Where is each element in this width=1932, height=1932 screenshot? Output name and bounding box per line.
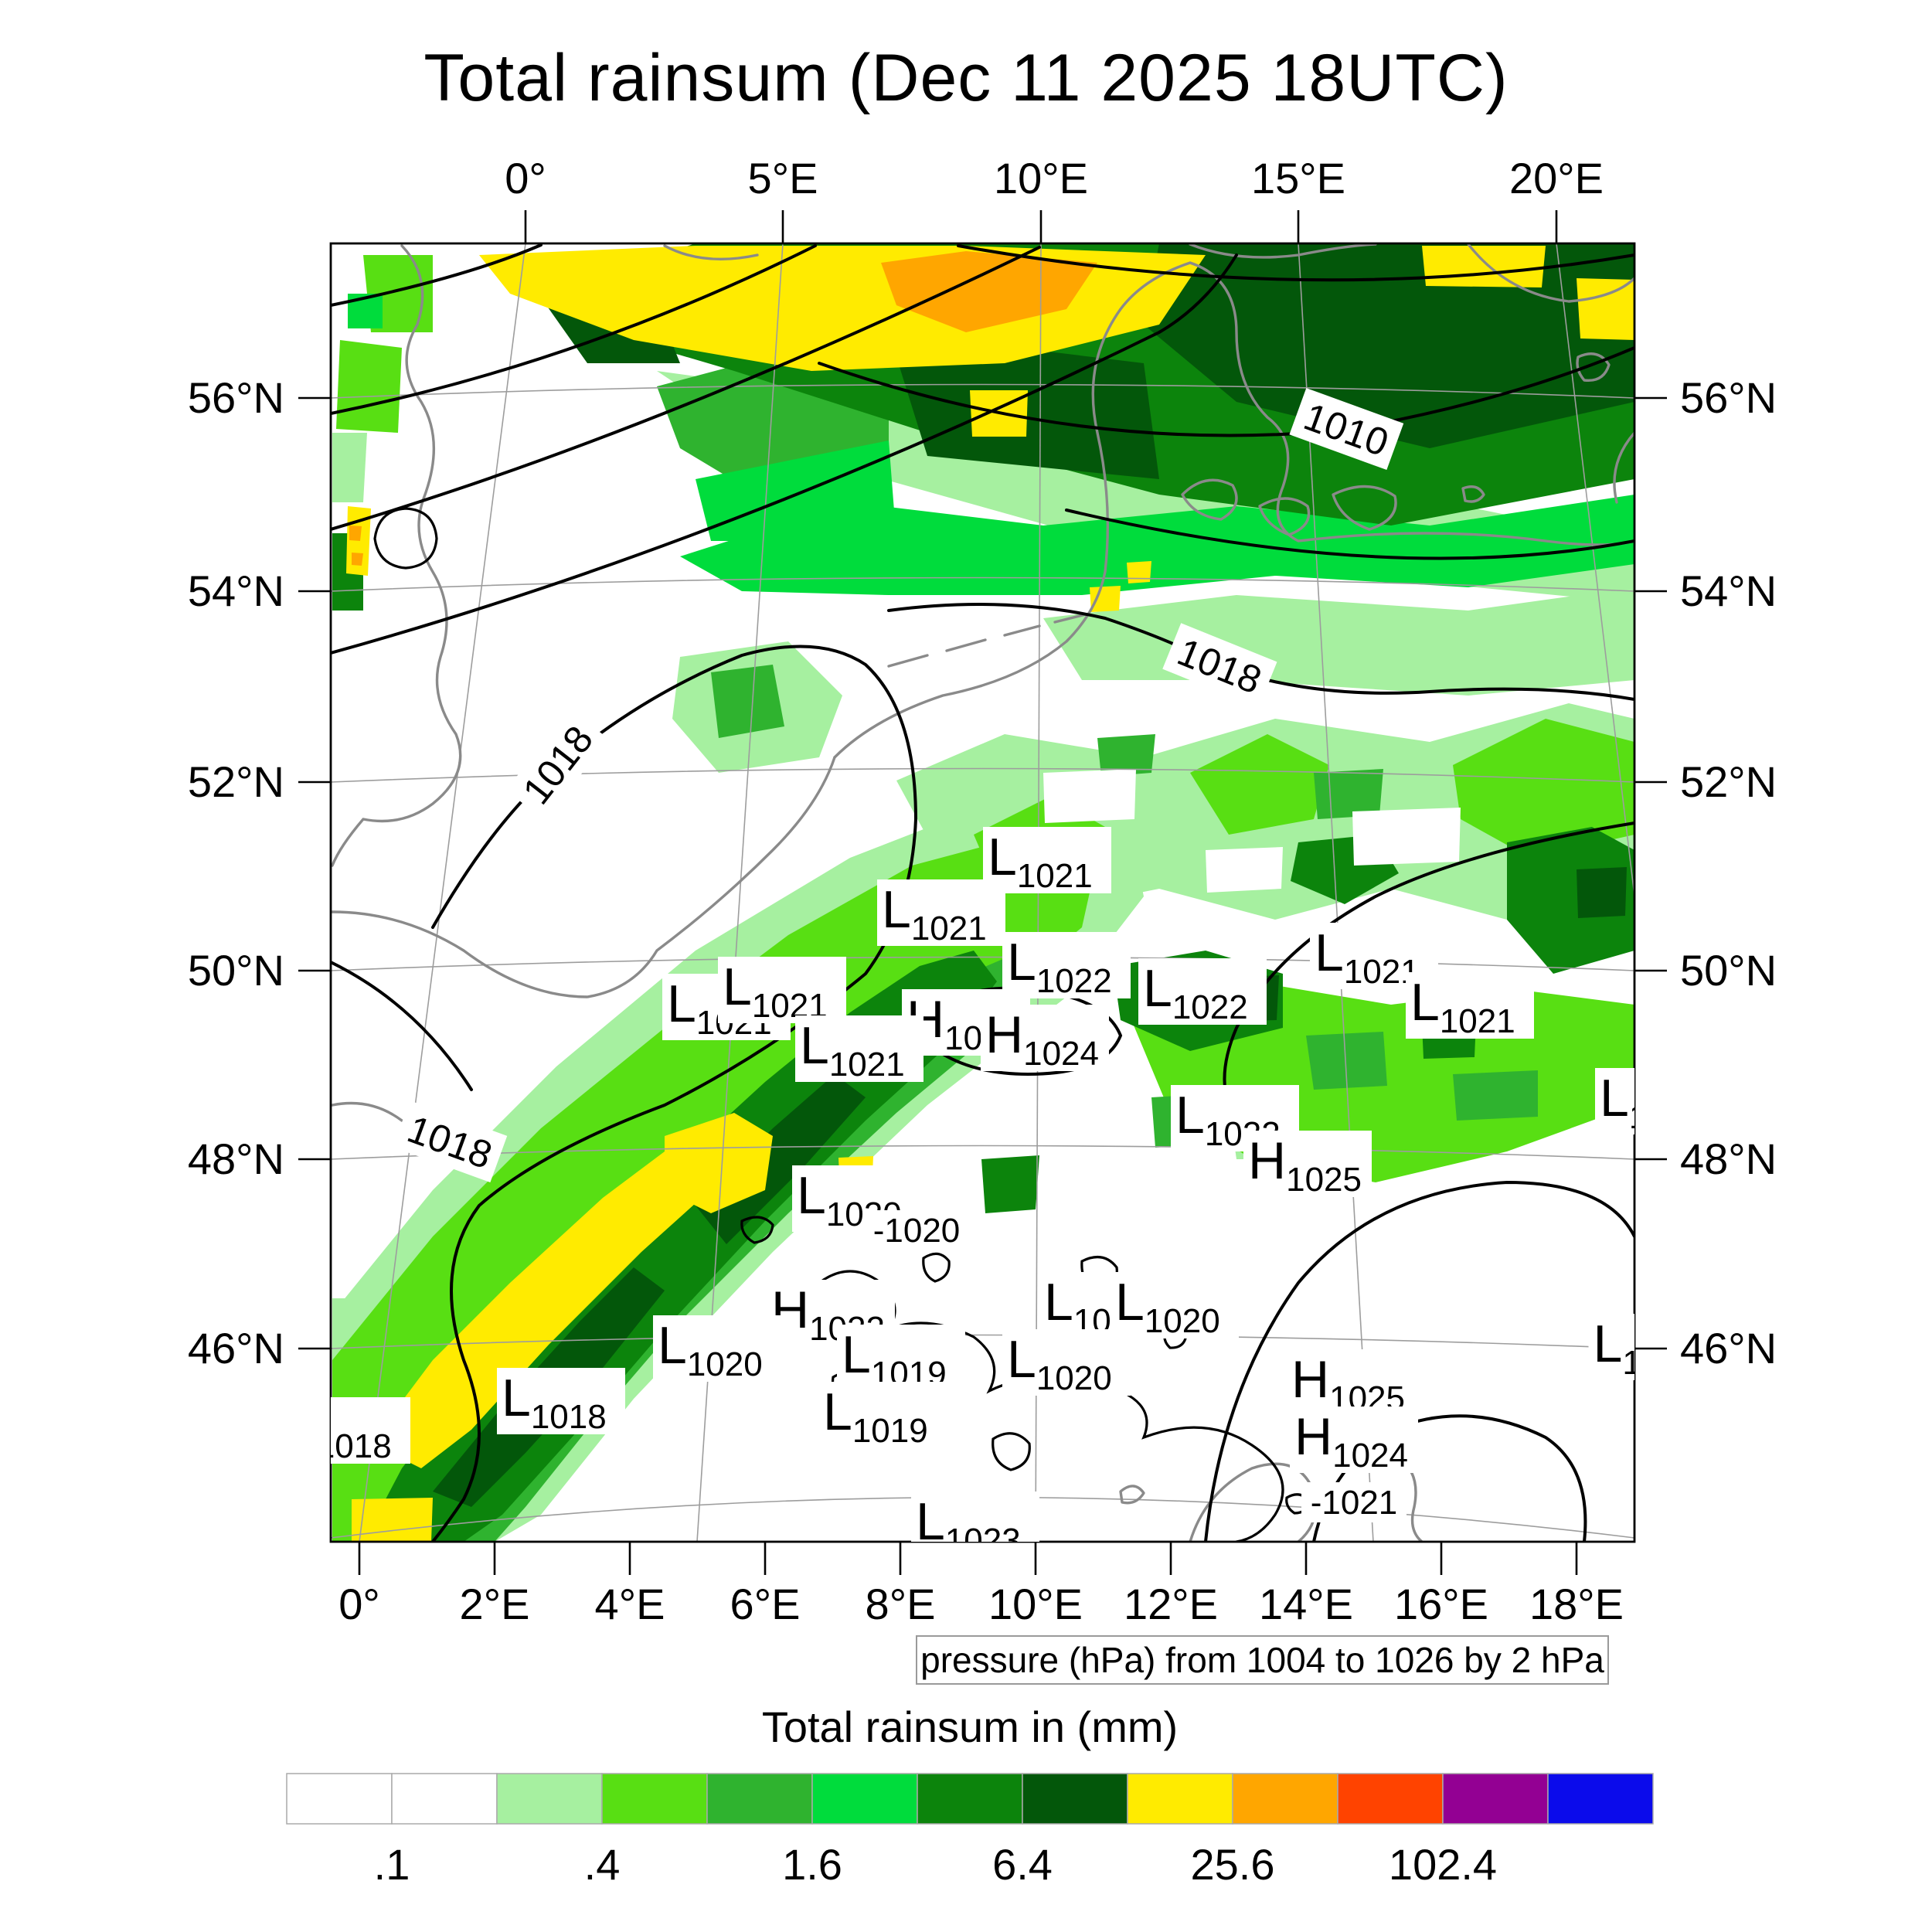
- legend-tick-label: .1: [374, 1840, 410, 1889]
- axis-label-bottom: 10°E: [988, 1580, 1083, 1628]
- pressure-center-label: L1022: [1138, 958, 1267, 1026]
- legend-tick-label: 25.6: [1191, 1840, 1275, 1889]
- pressure-center-label: L1021: [877, 879, 1005, 947]
- legend-tick-label: 1.6: [782, 1840, 842, 1889]
- svg-text:L1018: L1018: [502, 1369, 607, 1436]
- legend-swatch: [496, 1773, 603, 1825]
- contour-label: 1018: [393, 1100, 508, 1183]
- svg-text:L1021: L1021: [1410, 973, 1515, 1040]
- legend-title: Total rainsum in (mm): [761, 1702, 1179, 1751]
- pressure-center-label: H1024: [981, 1005, 1109, 1073]
- svg-text:L102: L102: [1594, 1315, 1679, 1382]
- svg-text:L1020: L1020: [1115, 1273, 1220, 1340]
- svg-text:H1024: H1024: [985, 1005, 1099, 1073]
- legend-swatch: [706, 1773, 813, 1825]
- axis-label-top: 0°: [505, 154, 546, 202]
- legend-swatch: [1337, 1773, 1444, 1825]
- svg-text:L1021: L1021: [800, 1016, 905, 1083]
- axis-label-bottom: 6°E: [730, 1580, 801, 1628]
- svg-text:L1022: L1022: [1143, 959, 1248, 1026]
- pressure-center-label: L1021: [718, 957, 846, 1025]
- axis-label-left: 48°N: [188, 1134, 284, 1183]
- svg-text:L1023: L1023: [916, 1492, 1021, 1560]
- legend-swatch: [1127, 1773, 1233, 1825]
- axis-label-bottom: 14°E: [1259, 1580, 1353, 1628]
- pressure-center-label: H1025: [1243, 1131, 1372, 1199]
- pressure-center-label: L1020: [1002, 1329, 1131, 1397]
- axis-label-bottom: 16°E: [1394, 1580, 1488, 1628]
- pressure-center-label: L1021: [1406, 972, 1534, 1040]
- axis-ticks: [298, 210, 1667, 1575]
- svg-text:L1020: L1020: [658, 1316, 763, 1383]
- pressure-center-label: L102: [1588, 1314, 1679, 1382]
- page-title: Total rainsum (Dec 11 2025 18UTC): [423, 41, 1509, 115]
- legend-swatch: [811, 1773, 918, 1825]
- axis-label-bottom: 12°E: [1124, 1580, 1218, 1628]
- pressure-labels: 1010101810181018L1021L1021L1022L1022H102…: [287, 388, 1679, 1560]
- svg-text:H1025: H1025: [1248, 1131, 1362, 1199]
- pressure-center-label: L1021: [983, 827, 1111, 895]
- axis-label-right: 48°N: [1680, 1134, 1777, 1183]
- isobar-contours: [331, 243, 1634, 1542]
- pressure-center-label: L1022: [1002, 932, 1131, 1000]
- axis-label-top: 10°E: [994, 154, 1088, 202]
- svg-text:L1021: L1021: [882, 880, 987, 947]
- axis-label-bottom: 0°: [338, 1580, 380, 1628]
- pressure-center-label: L1019: [818, 1382, 947, 1450]
- pressure-center-label: L1021: [795, 1015, 923, 1083]
- pressure-center-label: -1020: [864, 1210, 969, 1250]
- legend-tick-label: 6.4: [992, 1840, 1053, 1889]
- svg-text:H1024: H1024: [1294, 1407, 1408, 1475]
- axis-label-right: 52°N: [1680, 757, 1777, 806]
- svg-text:L1019: L1019: [823, 1383, 928, 1450]
- axis-label-top: 20°E: [1509, 154, 1604, 202]
- svg-text:-1020: -1020: [873, 1212, 961, 1250]
- svg-text:L1018: L1018: [287, 1398, 392, 1465]
- axis-label-left: 46°N: [188, 1324, 284, 1372]
- svg-text:L1021: L1021: [988, 828, 1093, 895]
- svg-text:L1022: L1022: [1007, 933, 1112, 1000]
- svg-text:L1020: L1020: [1007, 1330, 1112, 1397]
- axis-label-top: 5°E: [748, 154, 818, 202]
- axis-label-left: 52°N: [188, 757, 284, 806]
- axis-label-right: 50°N: [1680, 946, 1777, 995]
- legend-swatch: [1442, 1773, 1549, 1825]
- svg-text:L10: L10: [1600, 1069, 1667, 1136]
- axis-label-left: 56°N: [188, 373, 284, 422]
- axis-label-bottom: 4°E: [595, 1580, 665, 1628]
- pressure-center-label: L1018: [497, 1368, 625, 1436]
- pressure-caption: pressure (hPa) from 1004 to 1026 by 2 hP…: [916, 1635, 1609, 1685]
- pressure-center-label: -1021: [1301, 1482, 1406, 1522]
- pressure-center-label: L1020: [653, 1315, 781, 1383]
- legend-swatch: [917, 1773, 1023, 1825]
- colorbar-legend: .1 .4 1.6 6.4 25.6 102.4: [286, 1773, 1654, 1889]
- axis-label-bottom: 8°E: [866, 1580, 936, 1628]
- axis-labels: 0° 5°E 10°E 15°E 20°E 0° 2°E 4°E 6°E 8°E 10°E 12°E 1…: [188, 154, 1777, 1628]
- axis-label-left: 50°N: [188, 946, 284, 995]
- legend-tick-label: .4: [584, 1840, 621, 1889]
- pressure-center-label: L1020: [1111, 1272, 1239, 1340]
- legend-swatch: [1232, 1773, 1338, 1825]
- pressure-center-label: L1018: [287, 1397, 410, 1465]
- axis-label-bottom: 2°E: [460, 1580, 530, 1628]
- pressure-center-label: L1023: [911, 1492, 1039, 1560]
- legend-tick-label: 102.4: [1389, 1840, 1497, 1889]
- legend-swatch: [1022, 1773, 1128, 1825]
- axis-label-right: 46°N: [1680, 1324, 1777, 1372]
- axis-label-bottom: 18°E: [1529, 1580, 1624, 1628]
- legend-swatch: [391, 1773, 498, 1825]
- legend-swatch: [286, 1773, 393, 1825]
- pressure-center-label: L10: [1595, 1068, 1667, 1136]
- axis-label-right: 54°N: [1680, 566, 1777, 615]
- axis-label-right: 56°N: [1680, 373, 1777, 422]
- legend-swatch: [1547, 1773, 1654, 1825]
- legend-swatch: [601, 1773, 708, 1825]
- axis-label-left: 54°N: [188, 566, 284, 615]
- axis-label-top: 15°E: [1251, 154, 1345, 202]
- pressure-center-label: H1024: [1290, 1406, 1418, 1475]
- svg-text:-1021: -1021: [1311, 1484, 1398, 1522]
